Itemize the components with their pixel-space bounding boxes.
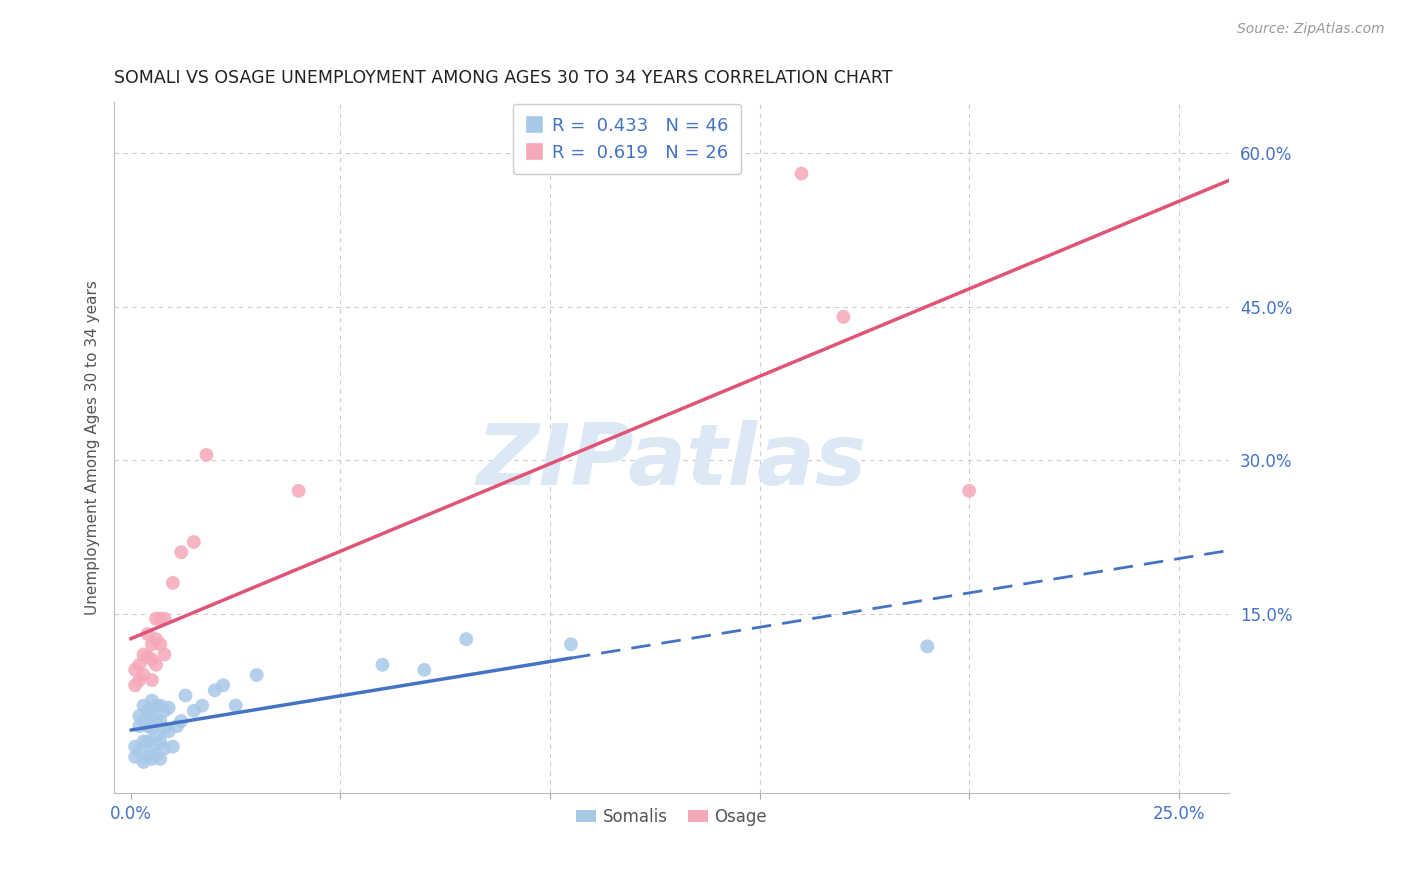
Point [124,739,146,754]
Point [149,612,172,626]
Point [141,673,163,687]
Point [225,698,247,713]
Point [153,612,176,626]
Point [162,739,184,754]
Point [141,709,163,723]
Point [287,483,309,498]
Point [149,714,172,728]
Point [183,535,205,549]
Text: Source: ZipAtlas.com: Source: ZipAtlas.com [1237,22,1385,37]
Point [915,640,938,654]
Point [166,719,188,733]
Point [145,747,167,762]
Point [157,700,180,714]
Text: ZIPatlas: ZIPatlas [477,419,866,502]
Point [136,704,159,718]
Point [141,637,163,651]
Point [153,741,176,756]
Point [141,739,163,754]
Point [145,730,167,744]
Point [124,663,146,677]
Point [145,657,167,672]
Point [141,693,163,707]
Point [132,698,155,713]
Point [170,545,193,559]
Point [132,734,155,748]
Point [128,657,150,672]
Point [128,719,150,733]
Point [132,668,155,682]
Point [153,721,176,735]
Point [128,709,150,723]
Point [204,683,226,698]
Point [136,734,159,748]
Point [145,612,167,626]
Point [145,714,167,728]
Point [170,714,193,728]
Point [136,749,159,764]
Legend: Somalis, Osage: Somalis, Osage [569,801,773,832]
Point [790,167,813,181]
Point [456,632,478,647]
Point [136,719,159,733]
Point [128,673,150,687]
Point [124,678,146,692]
Point [128,745,150,759]
Point [832,310,855,324]
Point [141,652,163,666]
Point [149,752,172,766]
Point [157,724,180,739]
Point [246,668,269,682]
Point [136,649,159,664]
Point [191,698,214,713]
Point [149,734,172,748]
Point [560,637,582,651]
Point [132,714,155,728]
Point [174,689,197,703]
Point [132,755,155,769]
Point [413,663,436,677]
Point [141,752,163,766]
Point [145,632,167,647]
Point [153,648,176,662]
Point [957,483,980,498]
Y-axis label: Unemployment Among Ages 30 to 34 years: Unemployment Among Ages 30 to 34 years [86,280,100,615]
Point [153,704,176,718]
Point [195,448,218,462]
Point [183,704,205,718]
Point [145,698,167,713]
Point [132,648,155,662]
Point [212,678,235,692]
Point [149,637,172,651]
Point [124,749,146,764]
Point [149,698,172,713]
Point [136,627,159,641]
Point [371,657,394,672]
Point [141,721,163,735]
Text: SOMALI VS OSAGE UNEMPLOYMENT AMONG AGES 30 TO 34 YEARS CORRELATION CHART: SOMALI VS OSAGE UNEMPLOYMENT AMONG AGES … [114,69,893,87]
Point [162,575,184,590]
